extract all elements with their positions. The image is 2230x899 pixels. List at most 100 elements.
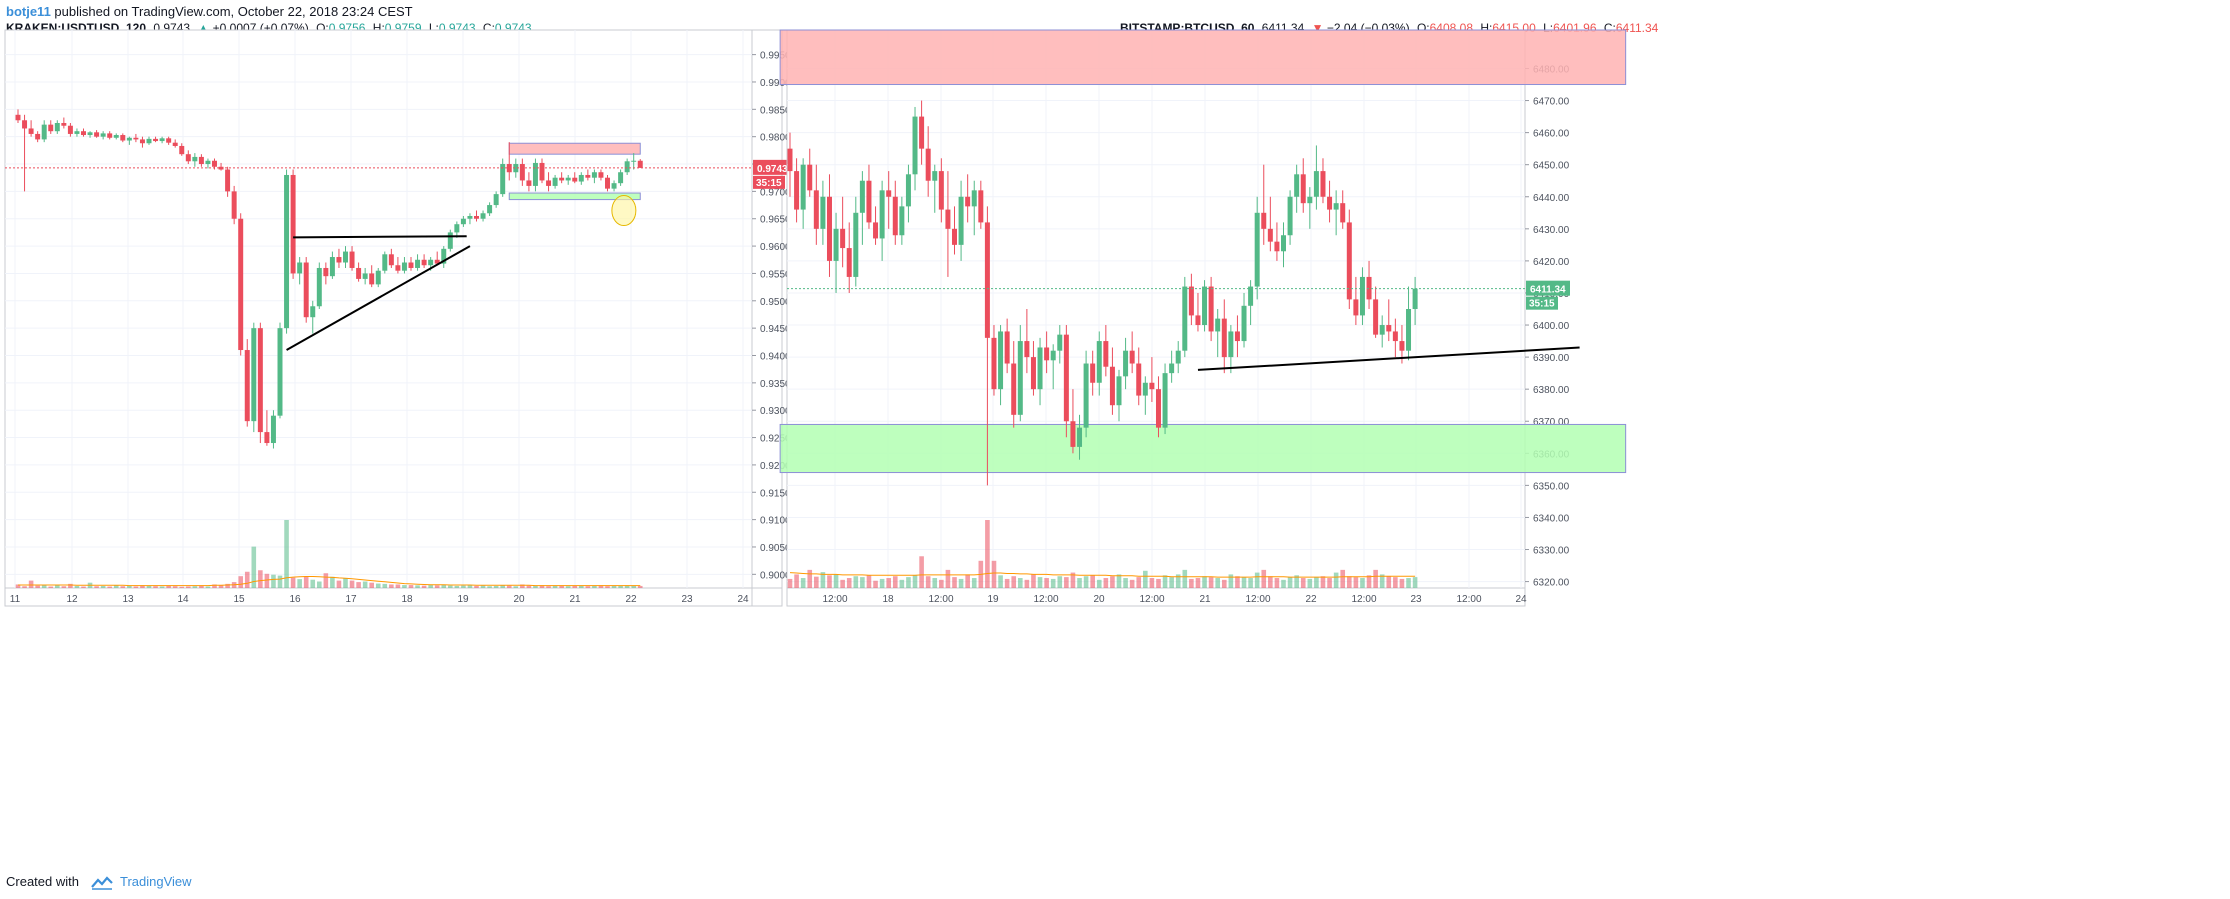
candle bbox=[192, 153, 198, 167]
volume-bar bbox=[526, 585, 532, 588]
candle bbox=[859, 171, 865, 245]
candle bbox=[1208, 276, 1214, 342]
candle bbox=[998, 325, 1004, 406]
candle-body bbox=[899, 206, 905, 236]
candle-body bbox=[572, 177, 578, 182]
candle-body bbox=[41, 124, 47, 140]
volume-bar bbox=[61, 586, 67, 588]
y-tick-label: 0.9950 bbox=[760, 51, 791, 62]
candle-body bbox=[1261, 212, 1267, 229]
volume-bar bbox=[192, 586, 198, 588]
volume-bar bbox=[1248, 578, 1253, 588]
candle bbox=[421, 254, 427, 268]
candle bbox=[185, 150, 191, 165]
y-tick-label: 0.9000 bbox=[760, 570, 791, 581]
x-tick-label: 12:00 bbox=[1033, 594, 1058, 605]
candle bbox=[231, 185, 237, 225]
candle bbox=[126, 136, 132, 145]
publish-info: published on TradingView.com, October 22… bbox=[54, 4, 413, 19]
candle bbox=[1327, 180, 1333, 223]
volume-bar bbox=[1294, 575, 1299, 588]
volume-bar bbox=[1333, 572, 1339, 588]
candle bbox=[873, 206, 879, 245]
candle bbox=[578, 172, 584, 185]
volume-bar bbox=[1162, 575, 1168, 588]
x-tick-label: 12:00 bbox=[1456, 594, 1481, 605]
volume-ma-line bbox=[18, 576, 641, 587]
candle bbox=[539, 158, 545, 184]
candle-body bbox=[474, 216, 479, 219]
candle-body bbox=[251, 328, 257, 422]
candle-body bbox=[1267, 228, 1273, 242]
trendline[interactable] bbox=[293, 235, 467, 239]
candle bbox=[1149, 357, 1155, 402]
candle bbox=[356, 262, 362, 282]
volume-bar bbox=[800, 578, 806, 588]
low-label: L: bbox=[1543, 21, 1554, 35]
candle-body bbox=[343, 251, 348, 263]
trendline[interactable] bbox=[286, 245, 471, 351]
resistance-zone[interactable] bbox=[779, 29, 1627, 86]
volume-bar bbox=[1221, 579, 1227, 588]
y-tick-label: 6380.00 bbox=[1533, 385, 1570, 396]
volume-bar bbox=[369, 582, 374, 588]
candle-body bbox=[591, 172, 597, 178]
volume-bar bbox=[879, 578, 885, 588]
volume-bar bbox=[1156, 578, 1161, 588]
volume-bar bbox=[297, 579, 302, 588]
volume-bar bbox=[624, 585, 630, 588]
candle-body bbox=[264, 432, 270, 444]
volume-bar bbox=[866, 575, 872, 588]
volume-bar bbox=[186, 586, 191, 588]
x-tick-label: 12 bbox=[66, 594, 78, 605]
candle-body bbox=[120, 135, 126, 141]
candle bbox=[1241, 292, 1247, 348]
volume-bar bbox=[159, 586, 165, 588]
volume-bar bbox=[1011, 576, 1017, 588]
candle-body bbox=[1017, 341, 1023, 415]
candle bbox=[1070, 389, 1076, 454]
volume-bar bbox=[362, 581, 368, 588]
volume-bar bbox=[41, 585, 47, 588]
support-zone[interactable] bbox=[508, 192, 641, 201]
volume-bar bbox=[107, 586, 112, 588]
candle bbox=[1366, 260, 1372, 309]
candle bbox=[807, 148, 813, 197]
volume-bar bbox=[146, 585, 152, 588]
candle-body bbox=[421, 259, 427, 266]
candle bbox=[1333, 190, 1339, 236]
volume-bar bbox=[1228, 574, 1234, 588]
candle-body bbox=[800, 164, 806, 210]
y-tick-label: 0.9600 bbox=[760, 242, 791, 253]
candle-body bbox=[1044, 347, 1050, 361]
volume-bar bbox=[218, 585, 224, 588]
volume-bar bbox=[389, 584, 394, 588]
trendline[interactable] bbox=[1197, 346, 1580, 371]
x-tick-label: 16 bbox=[289, 594, 301, 605]
candle-body bbox=[965, 196, 971, 207]
volume-bar bbox=[448, 585, 453, 588]
candle-body bbox=[826, 196, 832, 261]
author-link[interactable]: botje11 bbox=[6, 4, 51, 19]
candle bbox=[113, 133, 119, 140]
candle-body bbox=[998, 331, 1004, 390]
tradingview-logo-icon[interactable] bbox=[90, 875, 113, 890]
volume-bar bbox=[1129, 579, 1135, 588]
candle bbox=[375, 267, 381, 288]
candle-body bbox=[1195, 315, 1201, 326]
volume-bar bbox=[375, 583, 381, 588]
highlight-marker[interactable] bbox=[611, 195, 637, 227]
volume-bar bbox=[244, 571, 250, 588]
candle-body bbox=[179, 145, 185, 155]
candle bbox=[787, 132, 793, 197]
candle bbox=[1030, 341, 1036, 396]
volume-bar bbox=[1235, 576, 1240, 588]
resistance-zone[interactable] bbox=[508, 142, 641, 155]
support-zone[interactable] bbox=[779, 423, 1627, 474]
candle bbox=[28, 120, 34, 137]
volume-bar bbox=[846, 578, 852, 588]
candle-body bbox=[277, 328, 283, 416]
candle bbox=[519, 158, 525, 186]
tradingview-brand-link[interactable]: TradingView bbox=[120, 874, 192, 889]
